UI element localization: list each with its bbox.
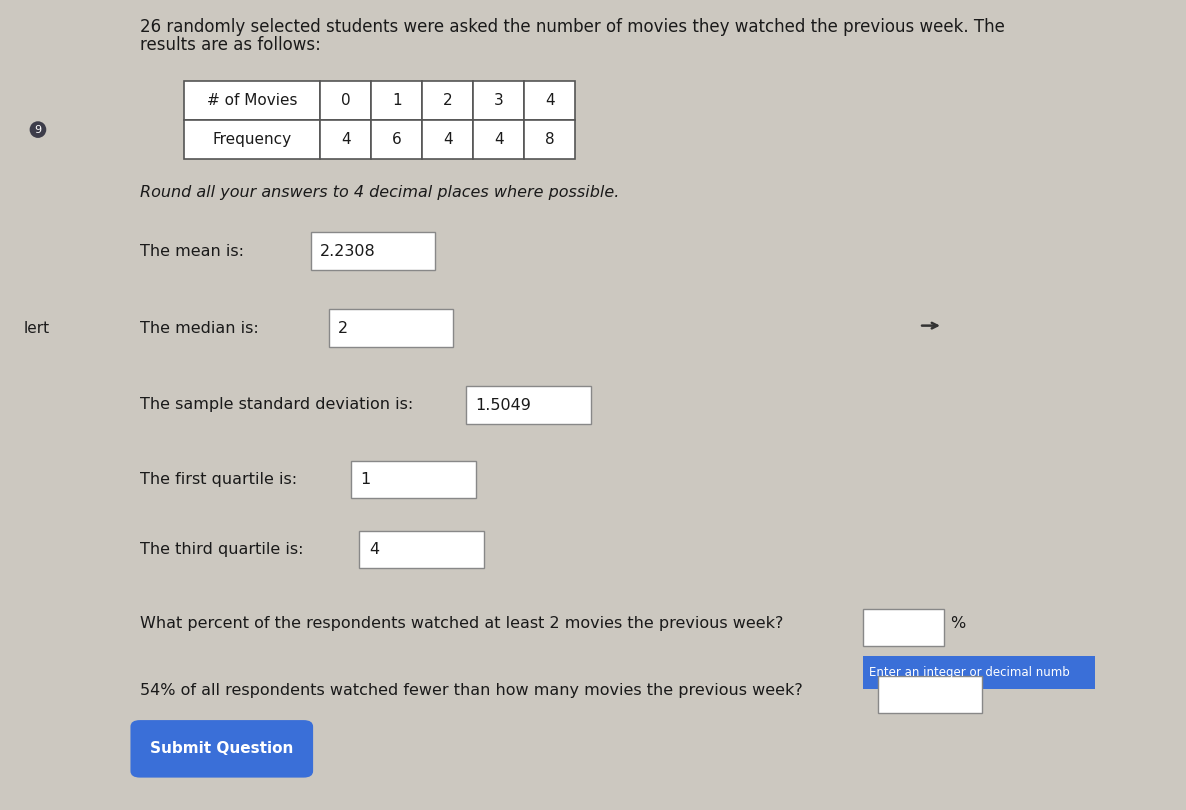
FancyBboxPatch shape (184, 120, 320, 159)
FancyBboxPatch shape (184, 81, 320, 120)
FancyBboxPatch shape (473, 120, 524, 159)
Text: 4: 4 (442, 132, 453, 147)
FancyBboxPatch shape (359, 531, 484, 568)
Text: 2.2308: 2.2308 (320, 244, 376, 258)
Text: The mean is:: The mean is: (140, 244, 244, 258)
FancyBboxPatch shape (466, 386, 591, 424)
Text: The first quartile is:: The first quartile is: (140, 472, 296, 487)
FancyBboxPatch shape (320, 81, 371, 120)
Text: Round all your answers to 4 decimal places where possible.: Round all your answers to 4 decimal plac… (140, 185, 619, 200)
FancyBboxPatch shape (863, 609, 944, 646)
Text: The third quartile is:: The third quartile is: (140, 542, 304, 556)
FancyBboxPatch shape (371, 81, 422, 120)
Text: 1.5049: 1.5049 (476, 398, 531, 412)
Text: 6: 6 (391, 132, 402, 147)
FancyBboxPatch shape (524, 81, 575, 120)
Text: 9: 9 (34, 125, 42, 134)
Text: lert: lert (24, 321, 50, 335)
Text: 4: 4 (340, 132, 351, 147)
Text: Submit Question: Submit Question (151, 741, 293, 757)
Text: 4: 4 (493, 132, 504, 147)
Text: 1: 1 (391, 93, 402, 108)
FancyBboxPatch shape (422, 81, 473, 120)
Text: 1: 1 (361, 472, 371, 487)
FancyBboxPatch shape (878, 676, 982, 713)
Text: 2: 2 (338, 321, 349, 335)
Text: What percent of the respondents watched at least 2 movies the previous week?: What percent of the respondents watched … (140, 616, 783, 631)
Text: 2: 2 (442, 93, 453, 108)
Text: 54% of all respondents watched fewer than how many movies the previous week?: 54% of all respondents watched fewer tha… (140, 683, 803, 697)
Text: # of Movies: # of Movies (206, 93, 298, 108)
Text: results are as follows:: results are as follows: (140, 36, 321, 54)
Text: 3: 3 (493, 93, 504, 108)
FancyBboxPatch shape (371, 120, 422, 159)
FancyBboxPatch shape (351, 461, 476, 498)
Text: 8: 8 (544, 132, 555, 147)
FancyBboxPatch shape (473, 81, 524, 120)
Text: 4: 4 (369, 542, 380, 556)
FancyBboxPatch shape (320, 120, 371, 159)
Text: 4: 4 (544, 93, 555, 108)
FancyBboxPatch shape (329, 309, 453, 347)
FancyBboxPatch shape (863, 656, 1095, 688)
FancyBboxPatch shape (524, 120, 575, 159)
Text: %: % (950, 616, 965, 631)
Text: Frequency: Frequency (212, 132, 292, 147)
FancyBboxPatch shape (130, 720, 313, 778)
FancyBboxPatch shape (422, 120, 473, 159)
Text: 26 randomly selected students were asked the number of movies they watched the p: 26 randomly selected students were asked… (140, 18, 1005, 36)
FancyBboxPatch shape (311, 232, 435, 270)
Text: Enter an integer or decimal numb: Enter an integer or decimal numb (869, 666, 1070, 679)
Text: 0: 0 (340, 93, 351, 108)
Text: The median is:: The median is: (140, 321, 259, 335)
Text: The sample standard deviation is:: The sample standard deviation is: (140, 398, 413, 412)
